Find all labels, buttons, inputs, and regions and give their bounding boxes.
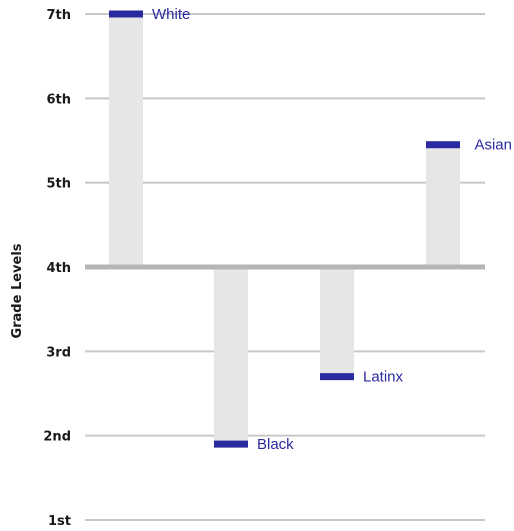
y-axis-label: Grade Levels: [10, 243, 25, 338]
data-label-asian: Asian: [474, 137, 512, 154]
bar-white: [109, 14, 143, 267]
marker-latinx: [320, 373, 354, 381]
marker-white: [109, 10, 143, 18]
data-label-white: White: [152, 6, 190, 23]
data-label-black: Black: [257, 436, 294, 453]
data-label-latinx: Latinx: [363, 369, 404, 386]
y-axis-tick-labels: 1st 2nd 3rd 4th 5th 6th 7th: [43, 8, 71, 529]
y-tick-label: 7th: [46, 8, 71, 23]
data-labels: White Black Latinx Asian: [152, 6, 512, 453]
value-markers: [109, 10, 460, 448]
bar-latinx: [320, 267, 354, 377]
gridlines: [85, 13, 485, 521]
bars: [109, 14, 460, 445]
y-tick-label: 2nd: [43, 430, 71, 445]
y-tick-label: 4th: [46, 261, 71, 276]
marker-black: [214, 440, 248, 448]
y-tick-label: 3rd: [46, 345, 71, 360]
y-tick-label: 5th: [46, 177, 71, 192]
y-tick-label: 6th: [46, 92, 71, 107]
marker-asian: [426, 141, 460, 149]
y-tick-label: 1st: [48, 514, 71, 529]
bar-asian: [426, 144, 460, 267]
bar-black: [214, 267, 248, 445]
